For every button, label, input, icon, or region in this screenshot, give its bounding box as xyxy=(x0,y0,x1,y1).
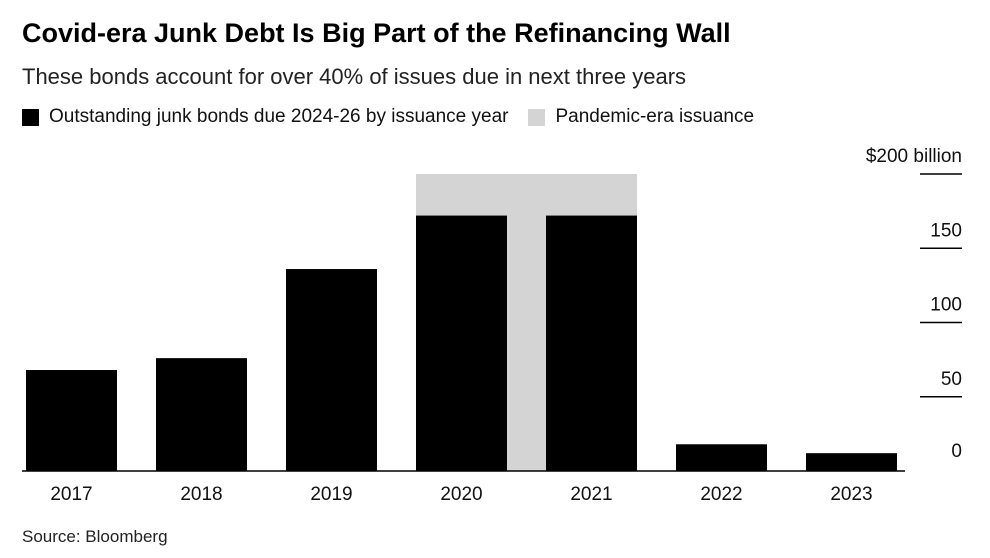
bar-2021 xyxy=(546,215,637,471)
x-tick-label-2022: 2022 xyxy=(700,484,742,505)
legend-label-outstanding: Outstanding junk bonds due 2024-26 by is… xyxy=(49,106,509,127)
legend-item-pandemic: Pandemic-era issuance xyxy=(528,106,754,128)
chart-title: Covid-era Junk Debt Is Big Part of the R… xyxy=(22,18,731,48)
chart-subtitle: These bonds account for over 40% of issu… xyxy=(22,64,687,89)
bar-chart: 2017 2018 2019 2020 2021 2022 2023 0 50 100 150 $20… xyxy=(22,146,962,505)
x-tick-label-2021: 2021 xyxy=(570,484,612,505)
x-tick-label-2017: 2017 xyxy=(50,484,92,505)
x-tick-label-2019: 2019 xyxy=(310,484,352,505)
y-tick-label-200: $200 billion xyxy=(866,146,962,167)
x-tick-label-2023: 2023 xyxy=(830,484,872,505)
x-tick-label-2020: 2020 xyxy=(440,484,482,505)
y-tick-label-150: 150 xyxy=(930,220,962,241)
y-tick-label-100: 100 xyxy=(930,295,962,316)
x-tick-label-2018: 2018 xyxy=(180,484,222,505)
y-tick-label-50: 50 xyxy=(941,369,962,390)
legend: Outstanding junk bonds due 2024-26 by is… xyxy=(22,104,774,130)
bar-2019 xyxy=(286,269,377,471)
bar-2017 xyxy=(26,370,117,471)
bar-2022 xyxy=(676,444,767,471)
legend-label-pandemic: Pandemic-era issuance xyxy=(555,106,755,127)
source-note: Source: Bloomberg xyxy=(22,527,168,546)
y-tick-label-0: 0 xyxy=(951,441,962,462)
bar-2018 xyxy=(156,358,247,471)
legend-item-outstanding: Outstanding junk bonds due 2024-26 by is… xyxy=(22,106,508,128)
bar-2023 xyxy=(806,453,897,471)
legend-swatch-outstanding xyxy=(22,108,39,126)
legend-swatch-pandemic xyxy=(528,108,546,126)
bar-2020 xyxy=(416,215,507,471)
